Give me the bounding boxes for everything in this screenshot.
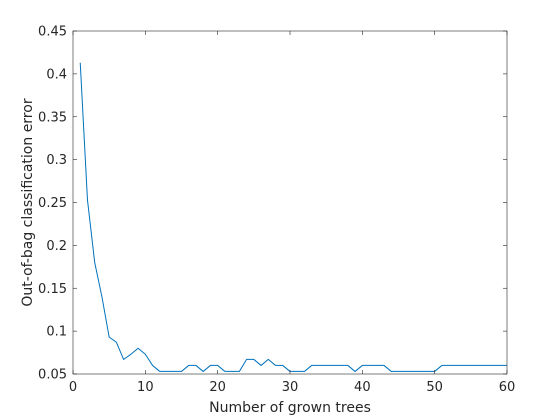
series-line — [79, 62, 507, 372]
y-tick-label: 0.25 — [38, 196, 67, 211]
x-tick-label: 60 — [499, 380, 516, 395]
x-axis-label: Number of grown trees — [209, 400, 371, 416]
y-axis-label: Out-of-bag classification error — [20, 98, 36, 306]
y-tick-label: 0.15 — [38, 282, 67, 297]
y-tick-label: 0.35 — [38, 110, 67, 125]
x-axis: 0 10 20 30 40 50 60 — [69, 31, 515, 395]
y-tick-label: 0.4 — [46, 67, 67, 82]
line-layer — [79, 62, 507, 372]
y-tick-label: 0.3 — [46, 153, 67, 168]
x-tick-label: 0 — [69, 380, 77, 395]
y-tick-label: 0.1 — [46, 325, 67, 340]
x-tick-label: 50 — [426, 380, 443, 395]
y-tick-label: 0.05 — [38, 368, 67, 383]
x-tick-label: 40 — [354, 380, 371, 395]
x-tick-label: 30 — [282, 380, 299, 395]
plot-area — [73, 31, 507, 374]
x-tick-label: 20 — [209, 380, 226, 395]
y-tick-label: 0.45 — [38, 25, 67, 40]
x-tick-label: 10 — [137, 380, 154, 395]
y-tick-label: 0.2 — [46, 239, 67, 254]
y-axis: 0.05 0.1 0.15 0.2 0.25 0.3 0.35 0.4 0.45 — [38, 25, 507, 383]
